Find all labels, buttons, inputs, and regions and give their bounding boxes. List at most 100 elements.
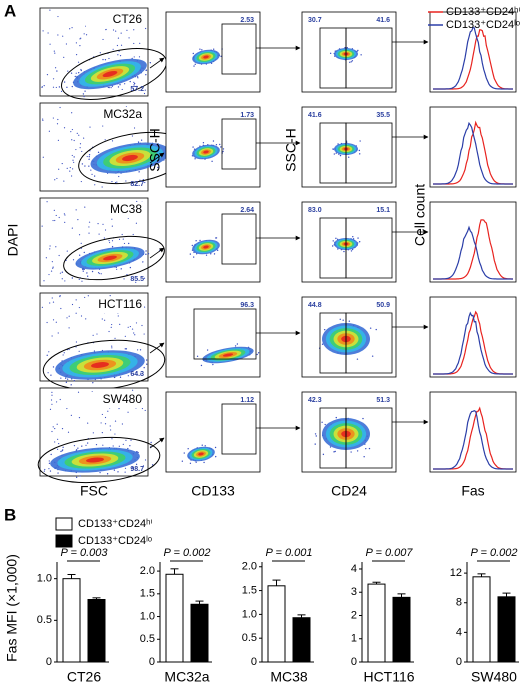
event-dot [201, 444, 203, 446]
event-dot [62, 446, 64, 449]
gate-percent: 85.5 [130, 276, 144, 283]
event-dot [112, 48, 114, 50]
event-dot [356, 358, 359, 360]
density-level [203, 245, 209, 249]
event-dot [133, 332, 135, 334]
event-dot [78, 234, 81, 236]
legend-label: CD133⁺CD24ˡᵒ [446, 19, 520, 31]
event-dot [151, 464, 154, 466]
density-cloud [48, 441, 154, 479]
bar [392, 596, 411, 663]
event-dot [54, 67, 57, 69]
arrow [149, 152, 165, 164]
histogram [433, 225, 513, 280]
event-dot [351, 248, 354, 251]
event-dot [46, 354, 48, 357]
event-dot [194, 63, 196, 65]
event-dot [66, 167, 68, 169]
y-tick-label: 1.5 [242, 584, 257, 596]
event-dot [73, 161, 75, 163]
event-dot [356, 450, 359, 452]
event-dot [73, 156, 75, 158]
event-dot [75, 42, 77, 44]
event-dot [129, 266, 132, 269]
gate [221, 213, 257, 265]
event-dot [199, 239, 201, 242]
event-dot [117, 37, 120, 39]
y-axis-label: SSC-H [147, 128, 163, 172]
density-level [203, 55, 209, 59]
event-dot [67, 431, 70, 433]
event-dot [54, 179, 56, 181]
event-dot [58, 86, 61, 88]
event-dot [117, 315, 119, 317]
event-dot [73, 139, 75, 142]
event-dot [52, 319, 55, 321]
event-dot [61, 271, 64, 273]
event-dot [58, 442, 60, 445]
event-dot [196, 355, 199, 357]
histogram [433, 26, 513, 90]
event-dot [53, 50, 55, 52]
event-dot [42, 156, 44, 158]
event-dot [236, 343, 239, 345]
gate [221, 403, 257, 455]
event-dot [99, 52, 101, 54]
event-dot [195, 240, 197, 242]
event-dot [54, 52, 56, 54]
histogram [433, 410, 513, 470]
density-level [86, 457, 104, 463]
event-dot [145, 253, 147, 256]
event-dot [71, 128, 73, 131]
event-dot [75, 312, 77, 314]
event-dot [76, 132, 78, 134]
event-dot [117, 86, 120, 88]
event-dot [206, 349, 209, 351]
event-dot [368, 447, 371, 450]
event-dot [348, 320, 351, 322]
event-dot [64, 377, 67, 379]
event-dot [102, 58, 104, 61]
event-dot [119, 54, 122, 57]
event-dot [98, 233, 100, 235]
event-dot [41, 225, 43, 227]
event-dot [145, 250, 147, 252]
event-dot [72, 168, 74, 170]
event-dot [75, 72, 77, 74]
event-dot [91, 173, 93, 175]
event-dot [114, 420, 117, 422]
event-dot [219, 143, 221, 146]
legend-label: CD133⁺CD24ˡᵒ [78, 535, 152, 547]
event-dot [57, 15, 59, 18]
event-dot [84, 206, 86, 208]
event-dot [49, 245, 51, 247]
gate-percent: 98.7 [130, 466, 144, 473]
event-dot [66, 250, 68, 252]
event-dot [116, 268, 118, 270]
gate-percent: 15.1 [376, 207, 390, 214]
event-dot [104, 139, 106, 141]
event-dot [118, 175, 120, 178]
event-dot [136, 85, 138, 87]
event-dot [67, 70, 69, 72]
event-dot [54, 219, 56, 222]
event-dot [121, 233, 123, 236]
event-dot [339, 154, 342, 157]
event-dot [321, 421, 323, 423]
event-dot [350, 250, 353, 252]
event-dot [123, 278, 125, 280]
event-dot [84, 296, 86, 299]
event-dot [100, 273, 102, 275]
event-dot [371, 355, 374, 357]
event-dot [363, 456, 365, 458]
label-bg [86, 297, 144, 313]
event-dot [50, 270, 53, 272]
event-dot [256, 353, 258, 356]
event-dot [88, 232, 90, 234]
y-axis-label: Fas MFI (×1,000) [4, 554, 20, 662]
event-dot [48, 462, 51, 465]
event-dot [348, 156, 350, 158]
event-dot [104, 229, 107, 231]
event-dot [112, 29, 115, 31]
plot-frame [165, 391, 261, 473]
